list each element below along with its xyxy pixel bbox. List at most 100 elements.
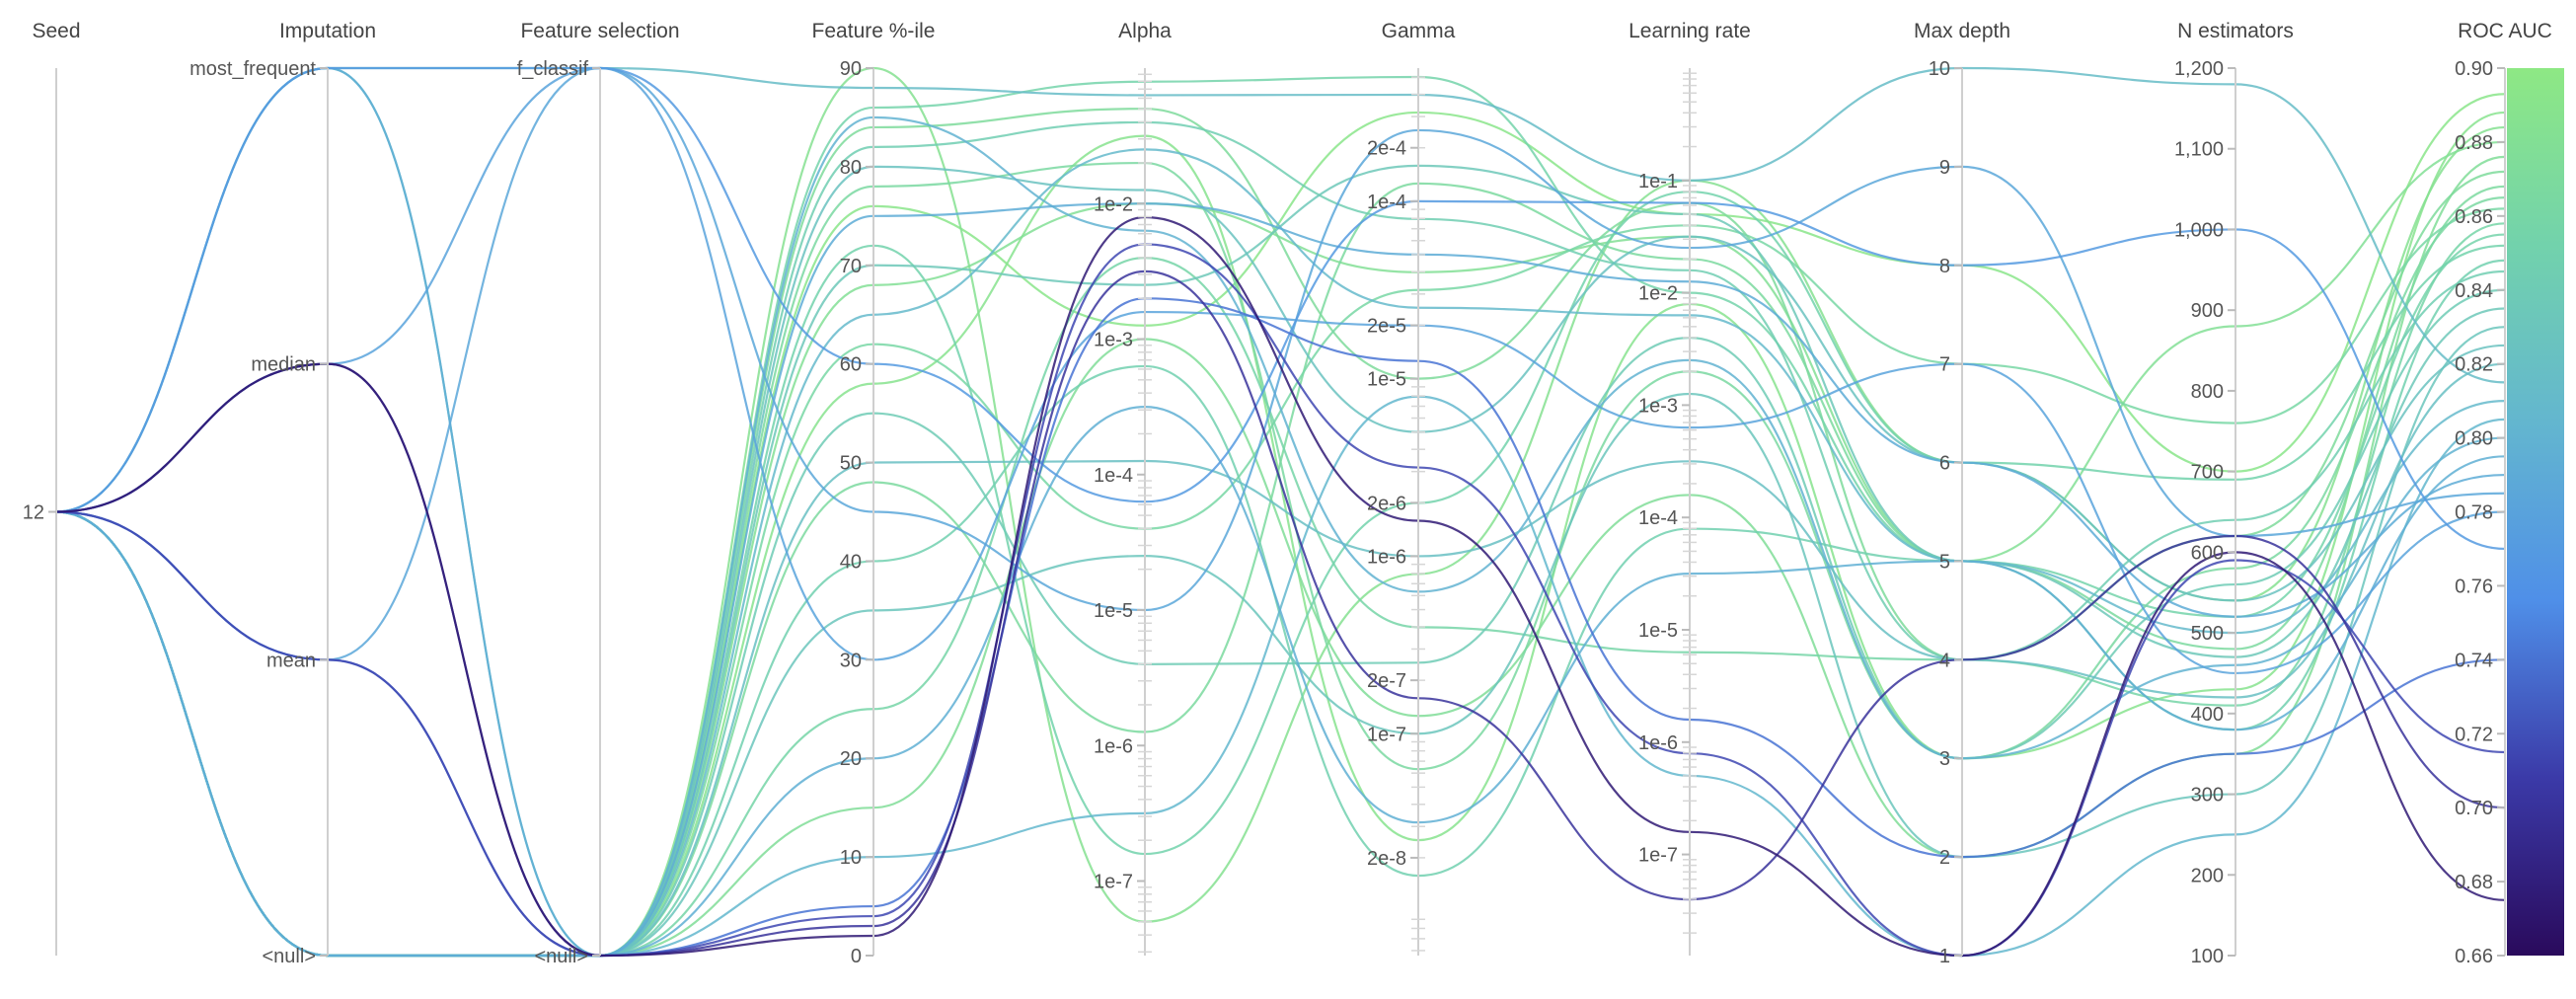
tick-label: 1e-5	[1094, 600, 1133, 622]
axis-feature_pct[interactable]: Feature %-ile 0 10 20 30 40 50 60 70 80 90	[812, 20, 936, 967]
tick-label: 5	[1939, 551, 1950, 573]
run-line[interactable]	[55, 243, 2506, 958]
tick-label: 0.74	[2455, 650, 2493, 671]
tick-label: 1e-7	[1638, 845, 1678, 867]
run-line[interactable]	[55, 222, 2506, 958]
axis-title: Gamma	[1382, 20, 1456, 42]
axis-title: Seed	[32, 20, 80, 42]
tick-label: 700	[2191, 462, 2224, 484]
run-line[interactable]	[55, 164, 2506, 958]
tick-label: 2e-8	[1367, 848, 1406, 870]
tick-label: 9	[1939, 157, 1950, 179]
axis-max_depth[interactable]: Max depth 1 2 3 4 5 6 7 8 9 10	[1914, 20, 2010, 967]
tick-label: 0.88	[2455, 132, 2493, 154]
axis-title: Learning rate	[1629, 20, 1751, 42]
run-line[interactable]	[55, 66, 2506, 958]
axis-seed[interactable]: Seed 12	[23, 20, 81, 956]
tick-label: 1e-2	[1638, 283, 1678, 305]
tick-label: 1e-7	[1367, 724, 1406, 745]
axis-feature_selection[interactable]: Feature selection f_classif <null>	[517, 20, 680, 967]
tick-label: f_classif	[517, 58, 589, 80]
tick-label: 1e-5	[1367, 369, 1406, 391]
tick-label: 0.72	[2455, 724, 2493, 745]
tick-label: 100	[2191, 946, 2224, 967]
tick-label: 500	[2191, 623, 2224, 645]
axis-title: Feature selection	[520, 20, 679, 42]
run-line[interactable]	[55, 165, 2506, 958]
tick-label: 1,100	[2174, 139, 2224, 161]
tick-label: 0.66	[2455, 946, 2493, 967]
tick-label: 1e-3	[1094, 330, 1133, 351]
run-line[interactable]	[55, 207, 2506, 958]
axis-roc_auc[interactable]: ROC AUC 0.66 0.68 0.70 0.72 0.74 0.76 0.78 0.80 0…	[2455, 20, 2552, 967]
tick-label: 900	[2191, 300, 2224, 322]
tick-label: 0.76	[2455, 576, 2493, 597]
tick-label: median	[251, 354, 316, 376]
tick-label: 1e-4	[1094, 465, 1133, 487]
tick-label: 600	[2191, 542, 2224, 564]
tick-label: 2e-6	[1367, 493, 1406, 514]
axis-n_estimators[interactable]: N estimators 100 200 300 400 500 600 700 800 900 1…	[2174, 20, 2294, 967]
run-line[interactable]	[55, 182, 2506, 958]
tick-label: 300	[2191, 785, 2224, 807]
tick-label: 70	[840, 256, 862, 277]
tick-label: mean	[266, 650, 316, 671]
run-line[interactable]	[55, 288, 2506, 958]
tick-label: <null>	[263, 946, 317, 967]
tick-label: 2e-4	[1367, 138, 1406, 160]
axis-title: Feature %-ile	[812, 20, 936, 42]
axis-title: Max depth	[1914, 20, 2010, 42]
tick-label: 6	[1939, 453, 1950, 475]
run-line[interactable]	[55, 191, 2506, 958]
tick-label: 60	[840, 354, 862, 376]
tick-label: 2	[1939, 847, 1950, 869]
tick-label: 2e-7	[1367, 670, 1406, 692]
run-line[interactable]	[55, 66, 2506, 661]
run-line[interactable]	[55, 202, 2506, 958]
tick-label: 1e-4	[1367, 192, 1406, 213]
run-line[interactable]	[55, 66, 2506, 675]
tick-label: 12	[23, 502, 44, 524]
run-line[interactable]	[55, 66, 2506, 551]
run-line[interactable]	[55, 66, 2506, 958]
tick-label: 20	[840, 748, 862, 770]
tick-label: 400	[2191, 704, 2224, 726]
tick-label: 1e-7	[1094, 872, 1133, 893]
tick-label: 7	[1939, 354, 1950, 376]
run-line[interactable]	[55, 140, 2506, 958]
tick-label: 10	[840, 847, 862, 869]
tick-label: <null>	[535, 946, 589, 967]
run-line[interactable]	[55, 75, 2506, 958]
color-scale-bar	[2507, 68, 2564, 956]
tick-label: 1,000	[2174, 219, 2224, 241]
tick-label: 0.82	[2455, 354, 2493, 376]
tick-label: 0.90	[2455, 58, 2493, 80]
axis-gamma[interactable]: Gamma 2e-4 1e-4 2e-5 1e-5 2e-6 1e-6 2e-7 1e-7 2e-…	[1367, 20, 1456, 956]
tick-label: 1e-2	[1094, 193, 1133, 215]
axis-title: N estimators	[2177, 20, 2294, 42]
tick-label: 1e-1	[1638, 171, 1678, 192]
axis-learning_rate[interactable]: Learning rate 1e-1 1e-2 1e-3 1e-4 1e-5 1e-6 1e-…	[1629, 20, 1751, 956]
axis-alpha[interactable]: Alpha 1e-2 1e-3 1e-4 1e-5 1e-6 1e-7	[1094, 20, 1172, 956]
tick-label: 1	[1939, 946, 1950, 967]
tick-label: 40	[840, 551, 862, 573]
axes: Seed12Imputationmost_frequentmedianmean<…	[23, 20, 2552, 967]
tick-label: 0.86	[2455, 206, 2493, 228]
axis-title: Imputation	[279, 20, 376, 42]
run-line[interactable]	[55, 362, 2506, 958]
tick-label: 80	[840, 157, 862, 179]
run-line[interactable]	[55, 215, 2506, 958]
tick-label: 1e-6	[1638, 732, 1678, 754]
tick-label: 1e-4	[1638, 507, 1678, 529]
run-line[interactable]	[55, 120, 2506, 958]
run-line[interactable]	[55, 66, 2506, 958]
tick-label: 1e-6	[1367, 546, 1406, 568]
tick-label: 800	[2191, 381, 2224, 403]
run-line[interactable]	[55, 108, 2506, 958]
tick-label: 4	[1939, 650, 1950, 671]
tick-label: most_frequent	[189, 58, 316, 80]
run-line[interactable]	[55, 161, 2506, 958]
tick-label: 50	[840, 453, 862, 475]
